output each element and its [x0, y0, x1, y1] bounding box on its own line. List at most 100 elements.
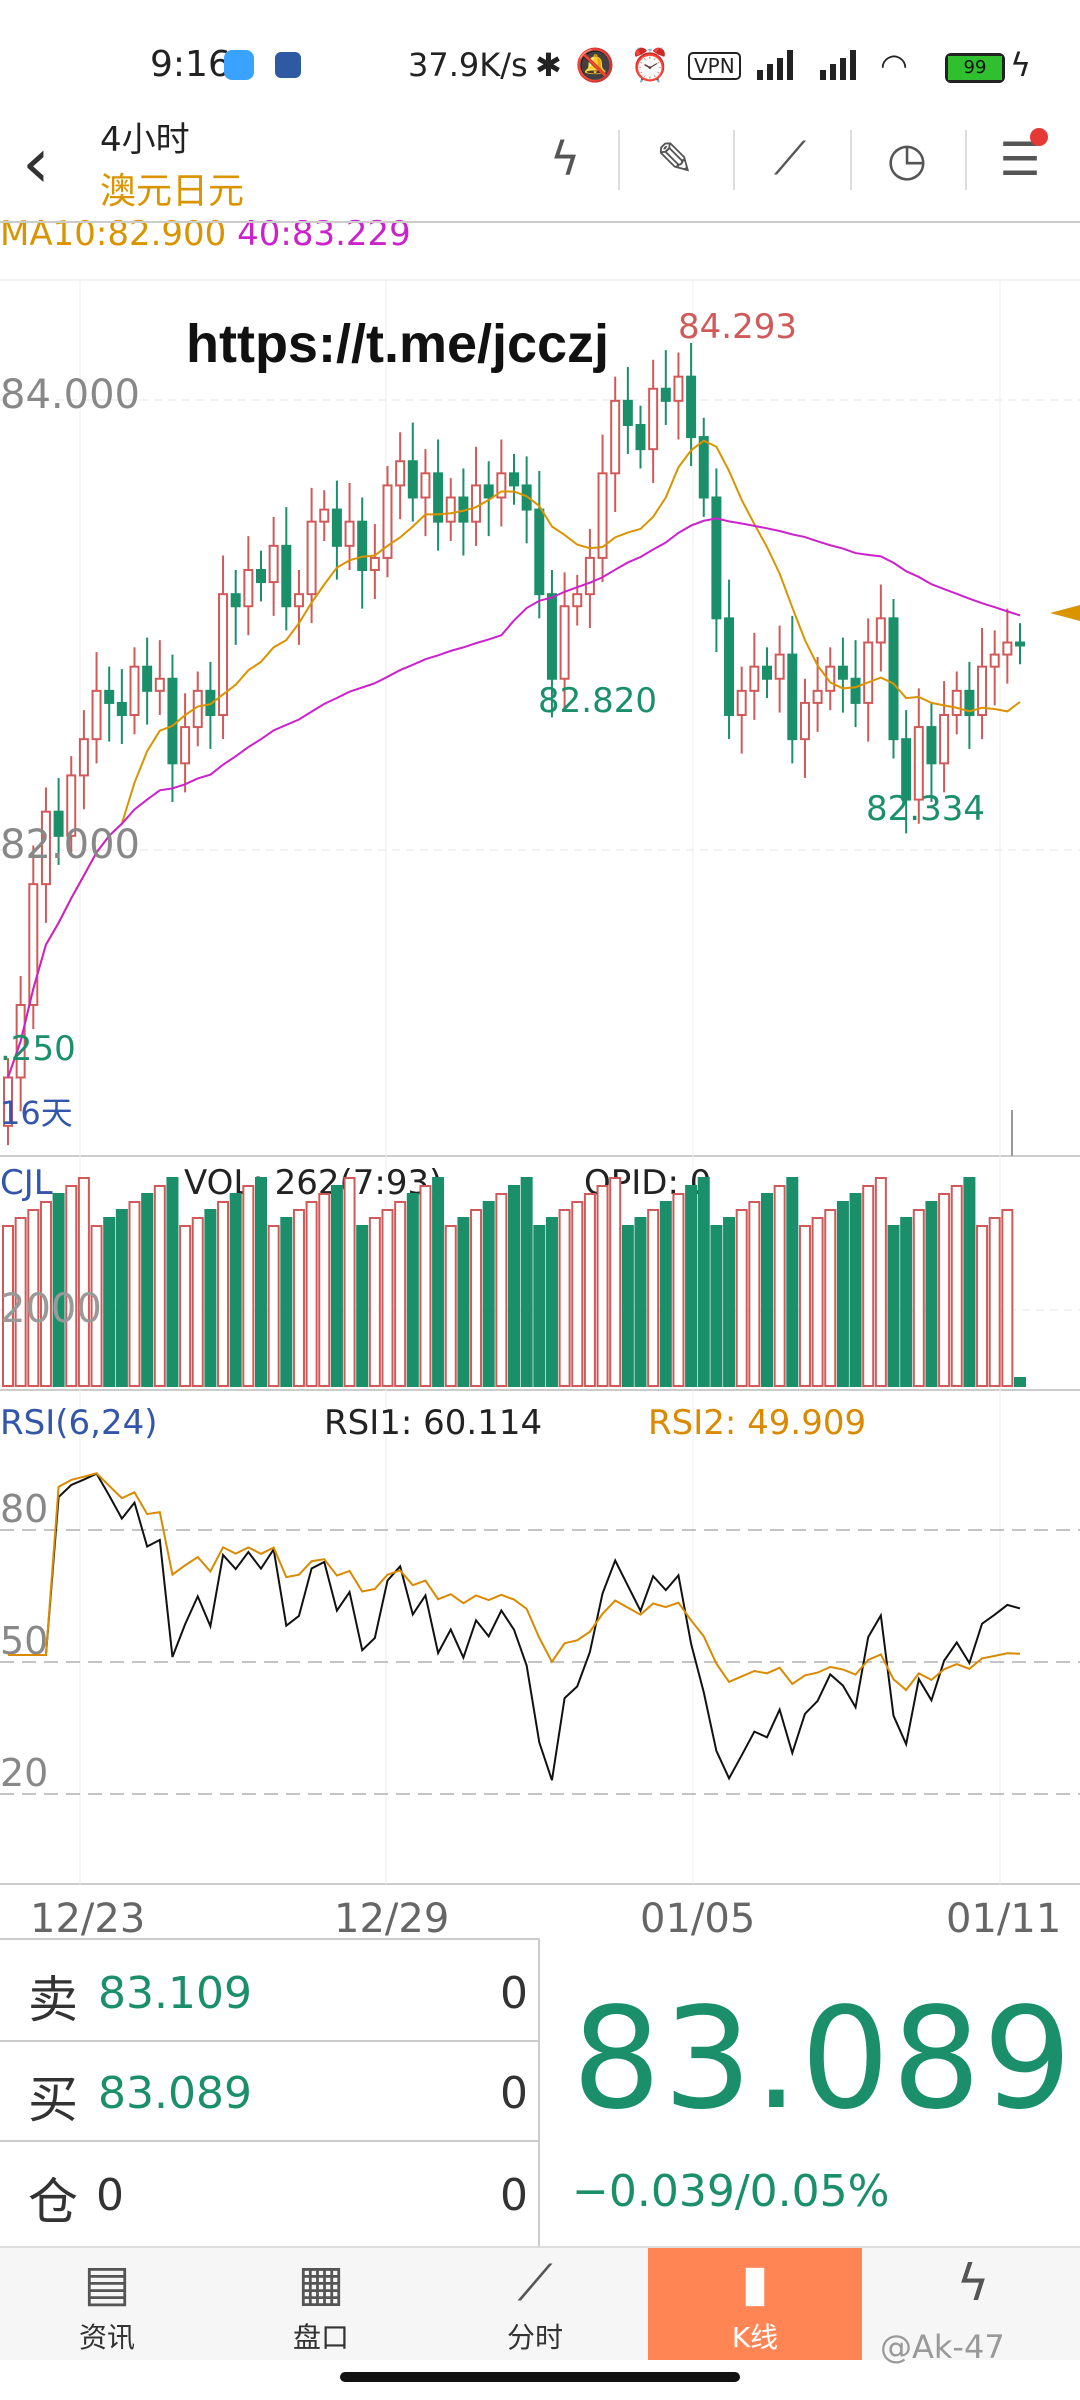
alarm-icon: ⏰: [630, 46, 670, 84]
volume-bar: [280, 1217, 293, 1387]
app-notification-icon: [224, 50, 254, 80]
volume-bar: [229, 1193, 242, 1387]
rsi-level-50: 50: [0, 1619, 48, 1663]
candle-body: [382, 484, 393, 559]
battery-level: 99: [948, 56, 1002, 80]
volume-bar: [761, 1193, 773, 1387]
candle-body: [344, 520, 355, 547]
candle-body: [142, 665, 153, 692]
nav-orderbook[interactable]: ▦ 盘口: [214, 2248, 428, 2360]
buy-row[interactable]: 买 83.089 0: [0, 2040, 538, 2142]
volume-bar: [811, 1217, 824, 1387]
volume-bar: [849, 1193, 862, 1387]
divider: [850, 130, 852, 190]
x-label-0111: 01/11: [946, 1896, 1061, 1938]
candle-body: [243, 569, 254, 608]
status-bar: 9:16 37.9K/s ✱ 🔕 ⏰ VPN ◠ 99 ϟ: [0, 0, 1080, 130]
clock-icon[interactable]: ◷: [886, 132, 928, 186]
volume-bar: [470, 1209, 483, 1387]
volume-bar: [836, 1201, 849, 1387]
candle-body: [483, 484, 494, 499]
volume-bar: [330, 1185, 343, 1387]
candle-body: [180, 726, 191, 765]
back-button[interactable]: ‹: [22, 122, 50, 204]
candle-body: [660, 387, 671, 402]
indicator-icon[interactable]: ⟋: [773, 131, 807, 185]
volume-bar: [381, 1209, 394, 1387]
home-indicator[interactable]: [340, 2372, 740, 2382]
volume-bar: [697, 1177, 710, 1387]
cat-app-icon: [275, 52, 301, 78]
nav-flash[interactable]: ϟ: [866, 2248, 1080, 2360]
candle-body: [913, 726, 924, 801]
volume-bar: [824, 1209, 837, 1387]
candle-body: [812, 689, 823, 704]
timeframe-label[interactable]: 4小时: [100, 120, 190, 160]
position-label: 仓: [28, 2173, 78, 2231]
volume-bar: [773, 1185, 786, 1387]
volume-bar: [672, 1193, 685, 1387]
volume-bar: [368, 1217, 381, 1387]
volume-bar: [394, 1201, 407, 1387]
candle-body: [622, 399, 633, 426]
volume-bar: [621, 1225, 634, 1387]
candle-body: [888, 617, 899, 741]
volume-bar: [495, 1193, 508, 1387]
nav-kline[interactable]: ▮ K线: [648, 2248, 862, 2360]
candle-body: [572, 593, 583, 608]
volume-bar: [482, 1201, 495, 1387]
candle-body: [1015, 641, 1025, 647]
nav-orderbook-label: 盘口: [292, 2321, 349, 2354]
position-row[interactable]: 仓 0 0: [0, 2142, 538, 2242]
candle-body: [926, 726, 937, 765]
pen-icon[interactable]: ✎: [655, 132, 695, 186]
x-label-0105: 01/05: [640, 1896, 755, 1938]
ma40-value: 40:83.229: [237, 214, 411, 254]
chart-area[interactable]: https://t.me/jcczj 84.000 82.000 84.293 …: [0, 220, 1080, 1938]
candle-body: [951, 689, 962, 717]
volume-value: VOL: 262(7:93): [184, 1163, 442, 1203]
candle-body: [218, 593, 229, 716]
candle-body: [319, 508, 330, 523]
volume-bar: [432, 1177, 445, 1387]
volume-bar: [938, 1193, 951, 1387]
buy-label: 买: [28, 2071, 78, 2129]
candle-body: [281, 544, 292, 608]
nav-news-label: 资讯: [78, 2321, 135, 2354]
candlestick-series: [3, 342, 1025, 1146]
volume-bar: [217, 1201, 230, 1387]
candle-body: [496, 472, 507, 499]
candle-body: [863, 641, 874, 704]
volume-bars: [2, 1177, 1026, 1387]
volume-bar: [533, 1225, 546, 1387]
nav-news[interactable]: ▤ 资讯: [0, 2248, 214, 2360]
lightning-icon[interactable]: ϟ: [549, 132, 581, 186]
volume-bar: [255, 1177, 267, 1387]
charging-icon: ϟ: [1010, 46, 1032, 84]
volume-bar: [950, 1185, 963, 1387]
x-label-1229: 12/29: [334, 1896, 449, 1938]
volume-bar: [444, 1225, 457, 1387]
low-annotation-mid: 82.820: [538, 681, 657, 721]
candle-body: [445, 496, 456, 523]
sell-row[interactable]: 卖 83.109 0: [0, 1938, 538, 2042]
candle-body: [28, 883, 39, 1007]
volume-bar: [65, 1185, 78, 1387]
volume-bar: [419, 1185, 432, 1387]
lightning-icon: ϟ: [956, 2254, 990, 2312]
nav-timeshare[interactable]: ⟋ 分时: [428, 2248, 642, 2360]
volume-bar: [925, 1201, 938, 1387]
candle-body: [66, 774, 77, 837]
rsi-level-20: 20: [0, 1751, 48, 1795]
candle-body: [1002, 641, 1013, 656]
candle-body: [711, 496, 722, 620]
volume-bar: [1014, 1377, 1026, 1387]
volume-bar: [27, 1209, 40, 1387]
y-label-84: 84.000: [0, 372, 140, 418]
network-speed: 37.9K/s: [408, 46, 528, 84]
volume-bar: [343, 1177, 356, 1387]
volume-bar: [39, 1201, 52, 1387]
candle-body: [977, 665, 988, 716]
volume-bar: [685, 1185, 698, 1387]
candle-body: [154, 677, 165, 692]
